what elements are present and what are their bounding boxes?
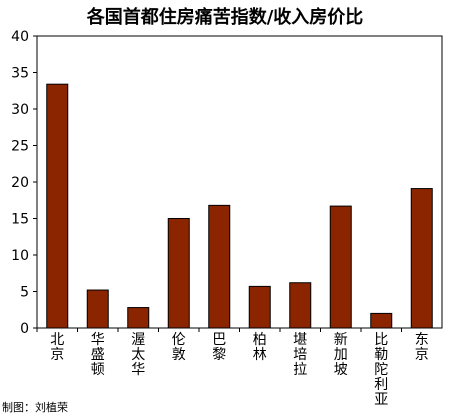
bar xyxy=(289,282,312,329)
x-tick-label: 东京 xyxy=(415,332,429,363)
y-tick-label: 15 xyxy=(11,212,29,228)
x-tick-label: 渥太华 xyxy=(131,332,145,378)
y-tick-label: 5 xyxy=(20,285,29,301)
bar xyxy=(329,205,352,329)
bar xyxy=(370,312,393,329)
x-tick-label: 华盛顿 xyxy=(91,332,105,378)
y-tick-label: 20 xyxy=(11,175,29,191)
x-tick-label: 北京 xyxy=(50,332,64,363)
plot-area-border xyxy=(36,35,443,329)
y-tick-label: 40 xyxy=(11,29,29,45)
x-tick-label: 柏林 xyxy=(253,332,267,363)
bar xyxy=(208,204,231,329)
x-tick-label: 巴黎 xyxy=(212,332,226,363)
bar xyxy=(410,188,433,329)
bar xyxy=(86,289,109,329)
chart-title: 各国首都住房痛苦指数/收入房价比 xyxy=(86,7,364,28)
bar xyxy=(167,218,190,329)
y-tick-label: 35 xyxy=(11,66,29,82)
x-tick-label: 堪培拉 xyxy=(293,332,307,378)
bar xyxy=(248,285,271,329)
y-tick-label: 10 xyxy=(11,248,29,264)
bar xyxy=(46,83,69,329)
chart-credit: 制图：刘植荣 xyxy=(2,401,68,414)
y-tick-label: 0 xyxy=(20,321,29,337)
x-tick-label: 新加坡 xyxy=(334,332,348,378)
x-tick-label: 伦敦 xyxy=(172,332,186,363)
y-tick-label: 30 xyxy=(11,102,29,118)
x-tick-label: 比勒陀利亚 xyxy=(374,332,388,408)
bar xyxy=(127,307,150,329)
y-tick-label: 25 xyxy=(11,139,29,155)
